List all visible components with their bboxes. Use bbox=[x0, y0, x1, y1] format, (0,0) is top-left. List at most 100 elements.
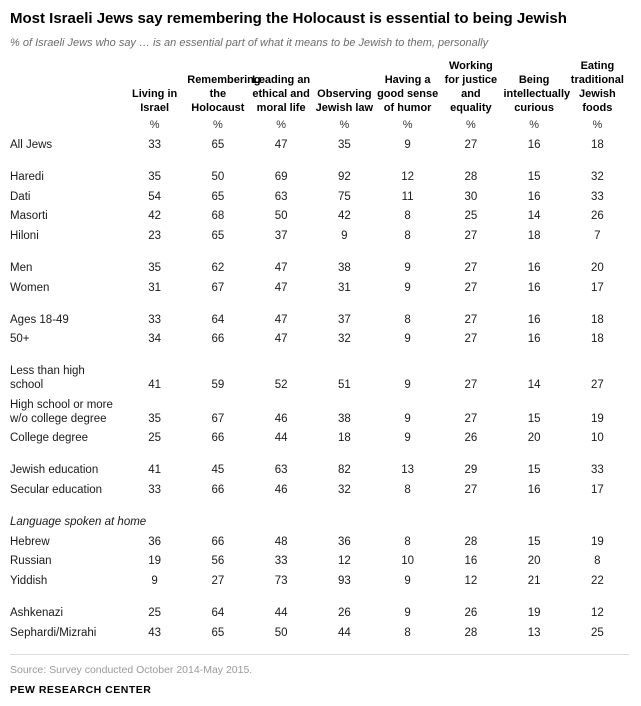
value-cell: 12 bbox=[590, 607, 604, 619]
source-note: Source: Survey conducted October 2014-Ma… bbox=[10, 653, 629, 676]
value-cell: 32 bbox=[337, 484, 351, 497]
value-cell: 66 bbox=[211, 535, 225, 548]
row-label: All Jews bbox=[10, 139, 53, 152]
value-cell: 15 bbox=[527, 170, 541, 183]
table-row: High school or more w/o college degree 35… bbox=[10, 396, 629, 430]
value-cell: 21 bbox=[527, 575, 541, 588]
value-cell: 16 bbox=[527, 281, 541, 294]
value-cell: 82 bbox=[337, 464, 351, 477]
value-cell: 64 bbox=[211, 313, 225, 326]
value-cell: 28 bbox=[464, 170, 478, 183]
value-cell: 65 bbox=[211, 230, 225, 243]
value-cell: 66 bbox=[211, 484, 225, 497]
row-label: Secular education bbox=[10, 484, 103, 497]
value-cell: 8 bbox=[594, 555, 601, 568]
value-cell: 19 bbox=[590, 412, 604, 425]
value-cell: 27 bbox=[464, 412, 478, 425]
value-cell: 9 bbox=[404, 412, 411, 425]
table-row: Women 31 67 47 31 9 27 16 17 bbox=[10, 279, 629, 299]
value-cell: 47 bbox=[274, 262, 288, 275]
unit-cell: % bbox=[592, 119, 603, 132]
value-cell: 69 bbox=[274, 170, 288, 183]
unit-cell: % bbox=[402, 119, 413, 132]
value-cell: 20 bbox=[527, 555, 541, 568]
value-cell: 41 bbox=[148, 379, 162, 392]
value-cell: 18 bbox=[590, 313, 604, 326]
table-header: Living in Israel Remembering the Holocaus… bbox=[10, 59, 629, 136]
value-cell: 38 bbox=[337, 262, 351, 275]
value-cell: 8 bbox=[404, 484, 411, 497]
value-cell: 66 bbox=[211, 432, 225, 445]
row-group: Ashkenazi 25 64 44 26 9 26 19 12 Sephardi/Mizrahi… bbox=[10, 592, 629, 644]
value-cell: 20 bbox=[527, 432, 541, 445]
value-cell: 12 bbox=[337, 555, 351, 568]
value-cell: 38 bbox=[337, 412, 351, 425]
table-row: College degree 25 66 44 18 9 26 20 10 bbox=[10, 429, 629, 449]
value-cell: 27 bbox=[464, 313, 478, 326]
value-cell: 73 bbox=[274, 575, 288, 588]
value-cell: 9 bbox=[404, 139, 411, 152]
value-cell: 47 bbox=[274, 313, 288, 326]
value-cell: 45 bbox=[211, 464, 225, 477]
value-cell: 75 bbox=[337, 190, 351, 203]
value-cell: 18 bbox=[337, 432, 351, 445]
value-cell: 8 bbox=[404, 210, 411, 223]
value-cell: 36 bbox=[148, 535, 162, 548]
value-cell: 22 bbox=[590, 575, 604, 588]
section-label: Language spoken at home bbox=[10, 515, 147, 528]
value-cell: 42 bbox=[337, 210, 351, 223]
value-cell: 9 bbox=[404, 333, 411, 346]
value-cell: 34 bbox=[148, 333, 162, 346]
table-row: Ashkenazi 25 64 44 26 9 26 19 12 bbox=[10, 592, 629, 624]
value-cell: 23 bbox=[148, 230, 162, 243]
value-cell: 19 bbox=[148, 555, 162, 568]
unit-row: %%%%%%%% bbox=[10, 118, 629, 136]
value-cell: 28 bbox=[464, 626, 478, 639]
row-label: Men bbox=[10, 262, 33, 275]
table-row: Dati 54 65 63 75 11 30 16 33 bbox=[10, 188, 629, 208]
value-cell: 65 bbox=[211, 626, 225, 639]
value-cell: 18 bbox=[590, 139, 604, 152]
value-cell: 41 bbox=[148, 464, 162, 477]
row-group: Language spoken at home Hebrew 36 66 48 36 8 28… bbox=[10, 501, 629, 592]
table-row: Sephardi/Mizrahi 43 65 50 44 8 28 13 25 bbox=[10, 624, 629, 644]
table-row: 50+ 34 66 47 32 9 27 16 18 bbox=[10, 330, 629, 350]
row-group: Jewish education 41 45 63 82 13 29 15 33 Secular … bbox=[10, 449, 629, 501]
value-cell: 47 bbox=[274, 333, 288, 346]
value-cell: 20 bbox=[590, 262, 604, 275]
row-group: Haredi 35 50 69 92 12 28 15 32 Dati 54 65 63 75 11 30 16… bbox=[10, 156, 629, 247]
value-cell: 9 bbox=[404, 281, 411, 294]
column-header: Observing Jewish law bbox=[315, 87, 374, 114]
value-cell: 67 bbox=[211, 281, 225, 294]
value-cell: 9 bbox=[151, 575, 158, 588]
row-group: Less than high school 41 59 52 51 9 27 14 27 High… bbox=[10, 350, 629, 449]
value-cell: 13 bbox=[527, 626, 541, 639]
value-cell: 17 bbox=[590, 484, 604, 497]
value-cell: 27 bbox=[464, 230, 478, 243]
value-cell: 63 bbox=[274, 190, 288, 203]
table-row: Less than high school 41 59 52 51 9 27 14 27 bbox=[10, 350, 629, 396]
value-cell: 15 bbox=[527, 464, 541, 477]
value-cell: 16 bbox=[527, 139, 541, 152]
value-cell: 27 bbox=[464, 333, 478, 346]
value-cell: 26 bbox=[464, 432, 478, 445]
value-cell: 16 bbox=[527, 333, 541, 346]
value-cell: 15 bbox=[527, 412, 541, 425]
column-header: Having a good sense of humor bbox=[377, 73, 439, 114]
row-label: Masorti bbox=[10, 210, 48, 223]
table-row: Hiloni 23 65 37 9 8 27 18 7 bbox=[10, 227, 629, 247]
value-cell: 29 bbox=[464, 464, 478, 477]
table-row: Language spoken at home bbox=[10, 501, 629, 533]
row-label: Dati bbox=[10, 190, 31, 203]
row-label: Jewish education bbox=[10, 464, 99, 477]
table-row: Jewish education 41 45 63 82 13 29 15 33 bbox=[10, 449, 629, 481]
corner-cell bbox=[10, 59, 123, 118]
value-cell: 19 bbox=[590, 535, 604, 548]
value-cell: 43 bbox=[148, 626, 162, 639]
value-cell: 67 bbox=[211, 412, 225, 425]
value-cell: 92 bbox=[337, 170, 351, 183]
value-cell: 9 bbox=[404, 607, 411, 619]
value-cell: 59 bbox=[211, 379, 225, 392]
row-label: Women bbox=[10, 281, 50, 294]
value-cell: 18 bbox=[527, 230, 541, 243]
